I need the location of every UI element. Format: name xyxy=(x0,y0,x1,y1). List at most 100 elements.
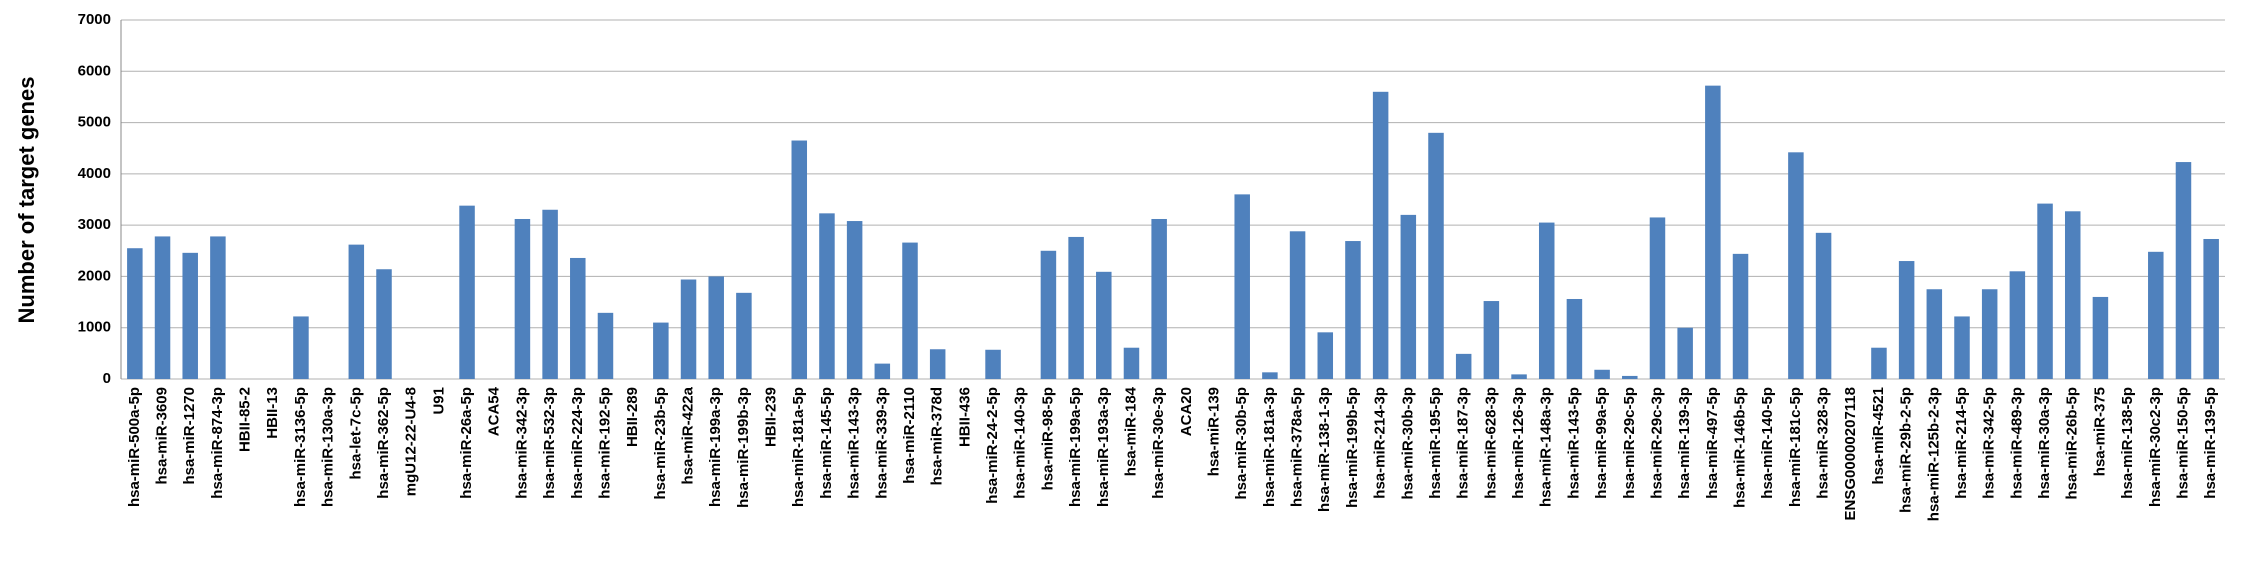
bar xyxy=(680,279,697,379)
bar xyxy=(819,213,835,379)
bar xyxy=(597,312,614,379)
x-tick-label: hsa-miR-181a-5p xyxy=(790,387,807,507)
bar xyxy=(182,252,198,379)
x-tick-label: hsa-miR-30e-3p xyxy=(1150,387,1167,499)
x-tick-label: hsa-miR-139 xyxy=(1205,387,1222,476)
bar xyxy=(2175,162,2192,379)
x-tick-label: hsa-miR-342-3p xyxy=(513,387,530,499)
bar xyxy=(929,349,946,379)
bar xyxy=(1096,271,1112,379)
y-tick-label: 5000 xyxy=(78,114,111,131)
x-tick-label: hsa-miR-125b-2-3p xyxy=(1925,387,1942,521)
x-tick-label: hsa-miR-199b-3p xyxy=(735,387,752,508)
x-tick-label: hsa-miR-139-3p xyxy=(1676,387,1693,499)
x-tick-label: hsa-miR-24-2-5p xyxy=(984,387,1001,504)
bar xyxy=(1234,194,1250,379)
x-tick-label: hsa-miR-628-3p xyxy=(1482,387,1499,499)
bar xyxy=(1317,332,1334,379)
bar xyxy=(1954,316,1970,379)
x-tick-label: hsa-miR-199b-5p xyxy=(1344,387,1361,508)
bar xyxy=(708,276,724,379)
y-axis-label: Number of target genes xyxy=(14,77,39,324)
x-tick-label: hsa-miR-26b-5p xyxy=(2064,387,2081,500)
bar xyxy=(1926,289,1943,379)
x-tick-label: hsa-miR-184 xyxy=(1122,386,1139,476)
x-tick-label: hsa-miR-140-3p xyxy=(1012,387,1029,499)
x-tick-label: mgU12-22-U4-8 xyxy=(403,387,420,496)
bar xyxy=(985,349,1001,379)
bar xyxy=(459,205,475,379)
bar xyxy=(1455,353,1472,379)
bar xyxy=(736,292,752,379)
bar xyxy=(2064,211,2081,379)
bar xyxy=(2203,238,2219,379)
x-tick-label: hsa-miR-30b-3p xyxy=(1399,387,1416,500)
x-tick-label: hsa-miR-3136-5p xyxy=(292,387,309,507)
x-tick-label: hsa-miR-328-3p xyxy=(1815,387,1832,499)
x-tick-label: HBII-85-2 xyxy=(237,387,254,452)
bar xyxy=(570,257,586,379)
x-tick-label: hsa-miR-126-3p xyxy=(1510,387,1527,499)
bar xyxy=(1511,374,1527,379)
x-tick-label: hsa-miR-148a-3p xyxy=(1538,387,1555,507)
x-tick-label: hsa-miR-4521 xyxy=(1870,387,1887,485)
x-tick-label: U91 xyxy=(430,387,447,415)
bar xyxy=(874,363,891,379)
bar xyxy=(846,221,863,379)
bar xyxy=(1622,375,1638,379)
x-tick-label: hsa-miR-181c-5p xyxy=(1787,387,1804,507)
x-tick-label: HBII-289 xyxy=(624,387,641,447)
x-tick-label: hsa-miR-26a-5p xyxy=(458,387,475,499)
x-tick-label: hsa-miR-199a-5p xyxy=(1067,387,1084,507)
x-tick-label: hsa-miR-143-5p xyxy=(1565,387,1582,499)
bar xyxy=(2092,296,2109,379)
y-tick-label: 7000 xyxy=(78,11,111,28)
bar xyxy=(1788,152,1804,379)
bar xyxy=(1871,347,1887,379)
x-tick-label: hsa-miR-23b-5p xyxy=(652,387,669,500)
bar xyxy=(1705,85,1721,379)
y-tick-label: 4000 xyxy=(78,165,111,182)
x-tick-label: hsa-miR-375 xyxy=(2091,387,2108,476)
bar xyxy=(1566,298,1583,379)
x-tick-label: hsa-miR-193a-3p xyxy=(1095,387,1112,507)
x-tick-label: hsa-miR-3609 xyxy=(153,387,170,485)
x-tick-label: hsa-miR-362-5p xyxy=(375,387,392,499)
bar xyxy=(1594,369,1610,379)
x-tick-label: ENSG00000207118 xyxy=(1842,387,1859,520)
bar xyxy=(1151,218,1167,379)
bar xyxy=(1262,372,1278,379)
x-tick-label: hsa-miR-30b-5p xyxy=(1233,387,1250,500)
x-tick-label: hsa-miR-214-3p xyxy=(1372,387,1389,499)
x-tick-label: hsa-miR-489-3p xyxy=(2008,387,2025,499)
x-tick-label: hsa-miR-140-5p xyxy=(1759,387,1776,499)
x-tick-label: ACA20 xyxy=(1178,387,1195,436)
bar xyxy=(542,209,558,379)
bar xyxy=(127,248,143,379)
x-tick-label: hsa-miR-30a-3p xyxy=(2036,387,2053,499)
bar xyxy=(1345,241,1361,379)
bar xyxy=(1538,222,1555,379)
bar xyxy=(1981,289,1998,379)
x-tick-label: hsa-miR-195-5p xyxy=(1427,387,1444,499)
bar xyxy=(1068,236,1084,379)
x-tick-label: hsa-let-7c-5p xyxy=(347,387,364,480)
x-tick-label: hsa-miR-98-5p xyxy=(1039,387,1056,490)
x-tick-label: hsa-miR-339-3p xyxy=(873,387,890,499)
x-tick-label: HBII-13 xyxy=(264,387,281,439)
bar xyxy=(348,244,365,379)
x-tick-label: hsa-miR-146b-5p xyxy=(1731,387,1748,508)
x-tick-label: hsa-miR-30c2-3p xyxy=(2147,387,2164,507)
x-tick-label: HBII-436 xyxy=(956,387,973,447)
x-tick-label: hsa-miR-145-5p xyxy=(818,387,835,499)
bar xyxy=(653,322,669,379)
x-tick-label: hsa-miR-532-3p xyxy=(541,387,558,499)
x-tick-label: hsa-miR-29c-5p xyxy=(1621,387,1638,499)
x-tick-label: hsa-miR-138-5p xyxy=(2119,387,2136,499)
bar xyxy=(902,242,918,379)
bar xyxy=(1428,132,1444,379)
x-tick-label: hsa-miR-29c-3p xyxy=(1648,387,1665,499)
y-tick-label: 3000 xyxy=(78,216,111,233)
bar xyxy=(2148,251,2164,379)
bar xyxy=(1123,347,1140,379)
